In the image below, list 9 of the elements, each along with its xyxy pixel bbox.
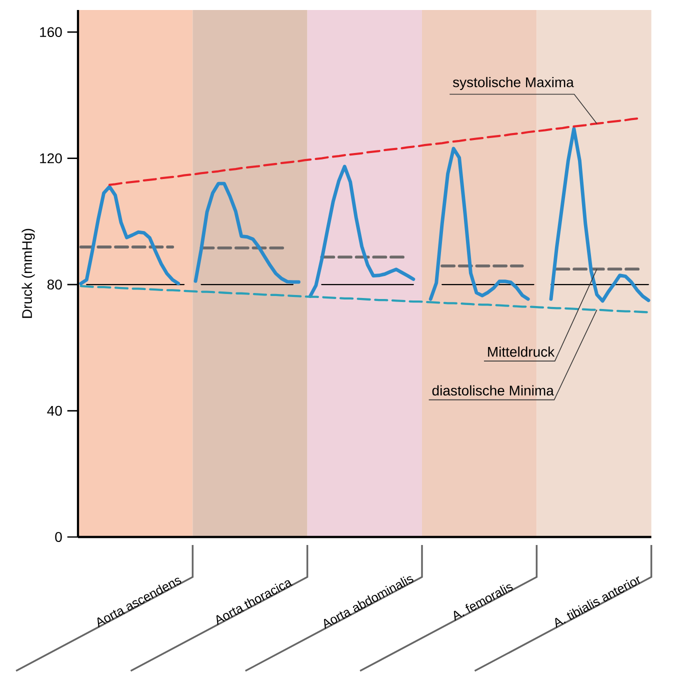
y-tick-label: 0 (55, 532, 62, 542)
annotation: Mitteldruck (488, 346, 555, 357)
y-tick-label: 40 (47, 406, 62, 416)
annotation: systolische Maxima (452, 76, 574, 90)
y-tick-label: 120 (40, 153, 62, 164)
y-tick-label: 160 (40, 27, 62, 38)
annotation: diastolische Minima (432, 385, 554, 396)
y-axis-title: Druck (mmHg) (22, 228, 35, 318)
y-tick-label: 80 (47, 280, 62, 290)
